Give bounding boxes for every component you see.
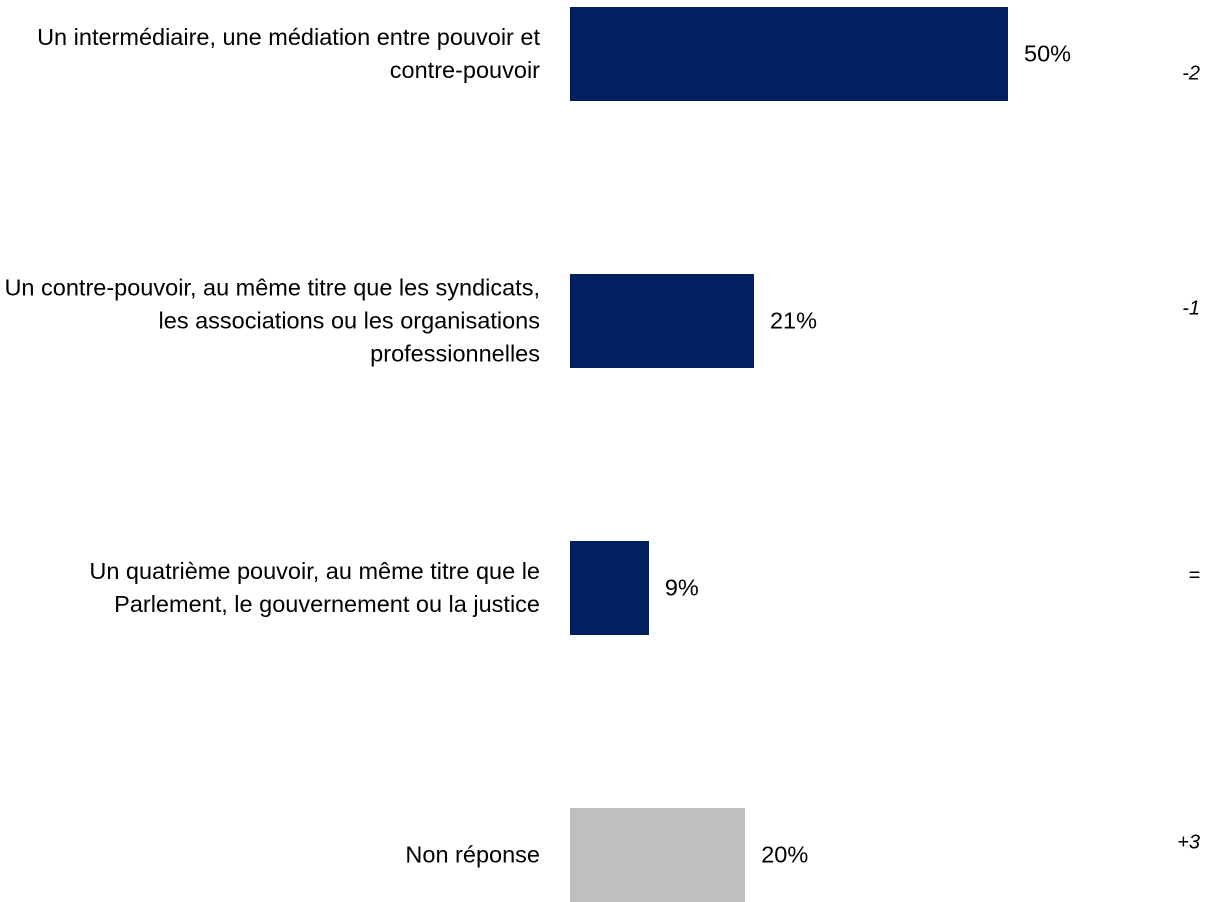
bar (570, 274, 754, 368)
category-label: Un contre-pouvoir, au même titre que les… (4, 274, 540, 367)
change-label: +3 (1177, 831, 1200, 854)
change-label: -1 (1182, 297, 1200, 320)
category-label: Non réponse (405, 841, 540, 868)
bar (570, 541, 649, 635)
value-label: 20% (761, 841, 809, 868)
bar (570, 7, 1008, 101)
category-label: Un quatrième pouvoir, au même titre que … (89, 558, 540, 617)
value-label: 9% (664, 574, 699, 601)
value-label: 21% (769, 307, 817, 334)
value-label: 50% (1024, 40, 1072, 67)
category-label: Un intermédiaire, une médiation entre po… (37, 24, 540, 83)
bar (570, 808, 746, 902)
change-label: -2 (1182, 62, 1200, 85)
change-label: = (1188, 564, 1200, 587)
